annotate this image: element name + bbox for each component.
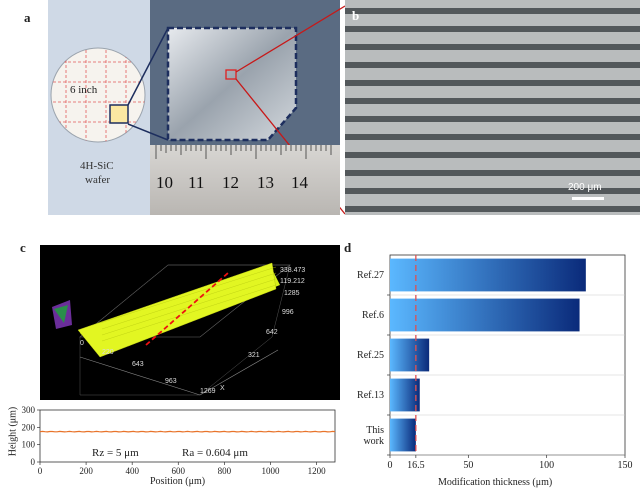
ruler-number: 10	[156, 173, 173, 192]
y-tick-label: 100	[22, 440, 36, 450]
surface-label: 220	[102, 349, 114, 356]
scale-bar	[572, 197, 604, 200]
profile-xlabel: Position (μm)	[150, 476, 206, 487]
profile-ylabel: Height (μm)	[7, 406, 19, 457]
x-tick-label: 1200	[308, 466, 327, 476]
ruler-number: 14	[291, 173, 308, 192]
ruler: 10 11 12 13 14	[150, 145, 340, 215]
panel-a-letter: a	[24, 10, 31, 25]
bar	[390, 338, 430, 372]
bar	[390, 378, 420, 412]
surface-3d-plot: 338.473 119.212 1285 996 642 321 963 643…	[40, 245, 340, 400]
wafer-surface	[166, 26, 298, 142]
bar	[390, 298, 580, 332]
category-label: This	[366, 425, 384, 436]
surface-label: 643	[132, 361, 144, 368]
surface-label: 338.473	[280, 267, 306, 274]
rz-annotation: Rz = 5 μm	[92, 447, 139, 459]
ruler-number: 11	[188, 173, 205, 192]
ra-annotation: Ra = 0.604 μm	[182, 447, 248, 459]
surface-label: 1285	[284, 290, 300, 297]
category-label: Ref.6	[362, 310, 384, 321]
scale-bar-label: 200 μm	[568, 182, 602, 193]
ruler-number: 13	[257, 173, 274, 192]
bar	[390, 258, 586, 292]
x-tick-label: 50	[463, 460, 473, 471]
panel-d-letter: d	[344, 240, 352, 255]
wafer-label-line1: 4H-SiC	[80, 160, 114, 172]
panel-b-letter: b	[352, 8, 360, 23]
x-tick-label: 600	[172, 466, 186, 476]
surface-label: 119.212	[280, 278, 305, 285]
profile-plot: 0 100 200 300 0 200 400 600 800 1000 1200	[22, 405, 336, 476]
category-label: Ref.25	[357, 350, 384, 361]
y-tick-label: 200	[22, 422, 36, 432]
wafer-label-line2: wafer	[85, 174, 111, 186]
category-label: work	[363, 436, 384, 447]
profile-frame	[39, 409, 336, 463]
inset-size-label: 6 inch	[70, 84, 98, 96]
surface-label: X	[220, 385, 225, 392]
micrograph	[345, 0, 640, 215]
surface-label: 0	[80, 340, 84, 347]
category-label: Ref.13	[357, 390, 384, 401]
ruler-number: 12	[222, 173, 239, 192]
surface-label: 996	[282, 309, 294, 316]
x-tick-label: 150	[618, 460, 633, 471]
x-tick-label: 0	[388, 460, 393, 471]
surface-label: 642	[266, 329, 278, 336]
y-tick-label: 300	[22, 405, 36, 415]
panel-c-letter: c	[20, 240, 26, 255]
category-label: Ref.27	[357, 270, 384, 281]
x-tick-label: 400	[125, 466, 139, 476]
bar-xlabel: Modification thickness (μm)	[438, 477, 553, 488]
profile-line	[39, 430, 336, 433]
surface-label: 321	[248, 352, 260, 359]
surface-label: 1269	[200, 388, 216, 395]
x-tick-label: 100	[539, 460, 554, 471]
x-tick-label: 1000	[261, 466, 280, 476]
bar	[390, 418, 416, 452]
x-tick-label: 0	[38, 466, 43, 476]
y-tick-label: 0	[31, 457, 36, 467]
x-tick-label: 800	[218, 466, 232, 476]
x-tick-label: 16.5	[407, 460, 425, 471]
wafer-grid-inset	[50, 47, 146, 143]
x-tick-label: 200	[79, 466, 93, 476]
surface-label: 963	[165, 378, 177, 385]
